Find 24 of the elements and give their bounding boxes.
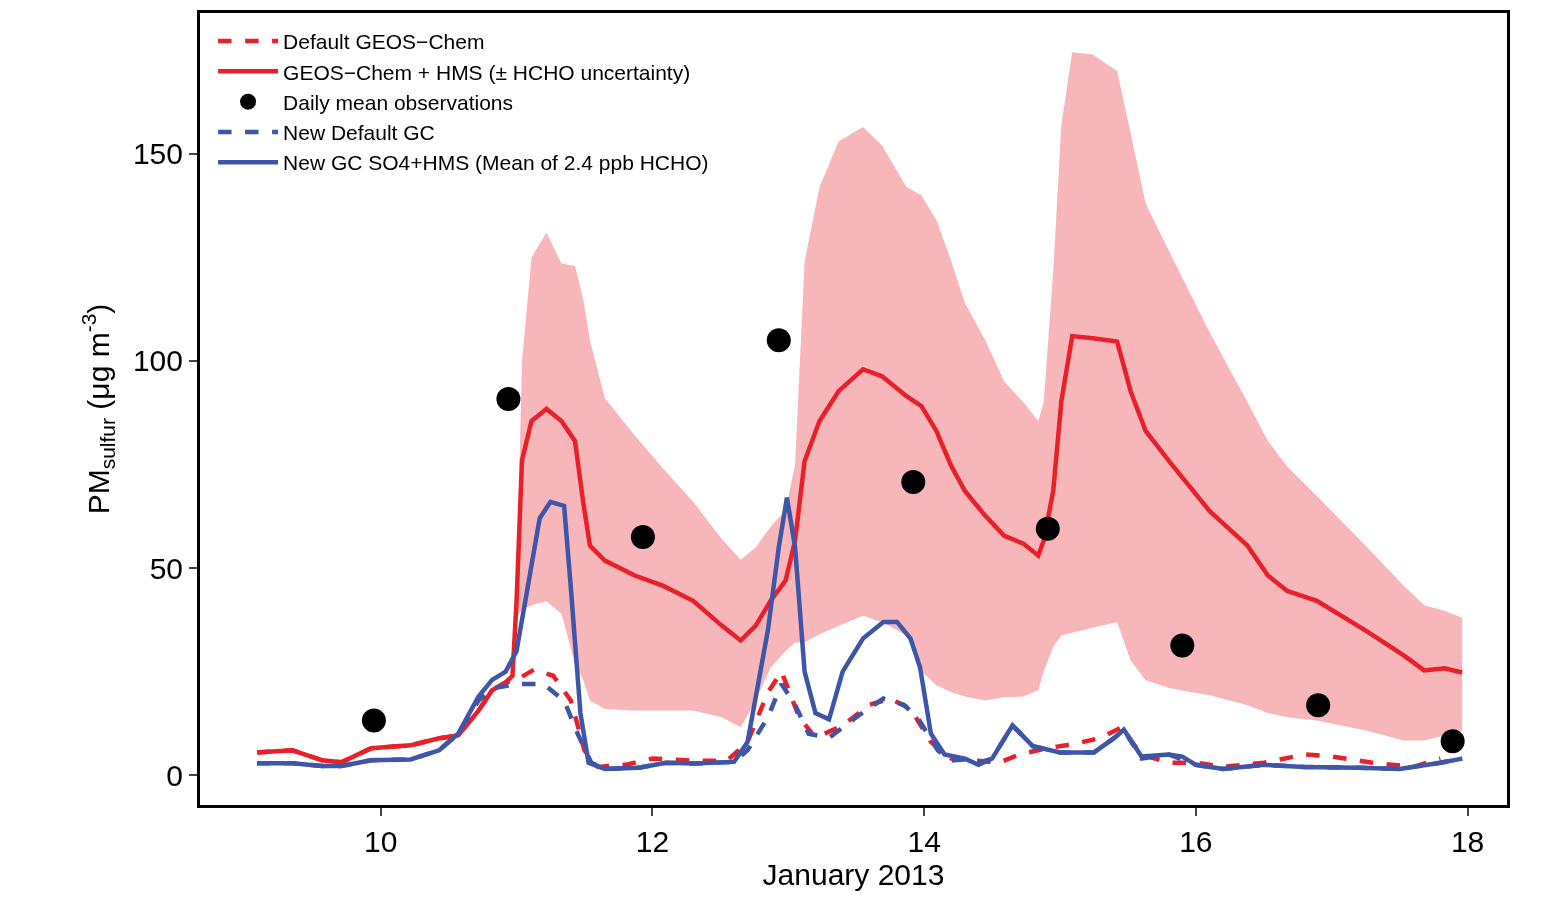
legend-label: Daily mean observations xyxy=(283,90,514,114)
point xyxy=(1170,633,1195,658)
point xyxy=(1306,693,1331,718)
point xyxy=(630,525,655,549)
x-axis-title: January 2013 xyxy=(762,858,945,891)
legend-label: New Default GC xyxy=(283,121,435,145)
y-tick-label: 50 xyxy=(149,551,183,585)
point xyxy=(1035,516,1060,541)
legend-label: Default GEOS−Chem xyxy=(283,30,485,54)
legend-label: GEOS−Chem + HMS (± HCHO uncertainty) xyxy=(283,60,691,84)
x-tick-label: 12 xyxy=(635,825,670,858)
y-tick-label: 100 xyxy=(132,344,183,378)
point xyxy=(766,328,791,353)
x-tick-label: 16 xyxy=(1179,825,1213,858)
x-tick-label: 10 xyxy=(364,825,398,858)
point xyxy=(361,708,386,733)
y-tick-label: 0 xyxy=(166,758,183,792)
point xyxy=(1440,729,1465,754)
legend-label: New GC SO4+HMS (Mean of 2.4 ppb HCHO) xyxy=(283,151,709,175)
y-tick-label: 150 xyxy=(132,137,183,171)
x-tick-label: 18 xyxy=(1450,825,1485,858)
point xyxy=(496,387,521,412)
x-tick-label: 14 xyxy=(907,825,941,858)
point xyxy=(901,469,926,494)
